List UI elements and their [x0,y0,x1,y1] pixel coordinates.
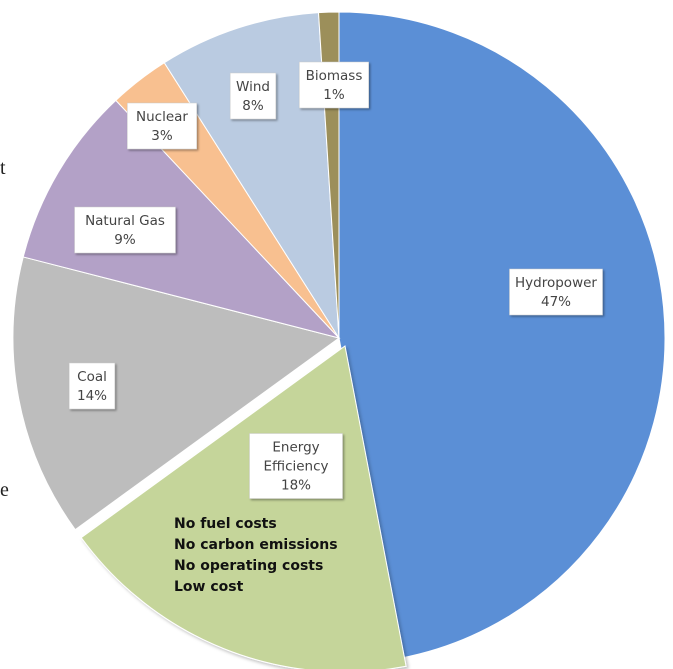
slice-category-label: Natural Gas [85,213,165,229]
slice-value-label: 8% [242,98,264,114]
label-wind: Wind 8% [229,72,277,120]
label-box [68,362,116,410]
label-coal: Coal 14% [68,362,116,410]
slice-value-label: 14% [77,388,107,404]
slice-value-label: 47% [541,294,571,310]
label-box [74,206,176,254]
slice-labels: Hydropower 47% Energy Efficiency 18% Coal 14% N… [68,61,603,499]
slice-value-label: 3% [151,128,173,144]
label-box [249,433,343,499]
callout-line: No carbon emissions [174,537,338,553]
slice-category-label: Energy [272,440,319,456]
label-biomass: Biomass 1% [299,61,369,109]
slice-category-label: Hydropower [515,275,597,291]
label-box [127,102,197,150]
callout-line: Low cost [174,579,244,595]
slice-category-label: Nuclear [136,109,188,125]
slice-natural-gas [22,99,341,339]
label-nuclear: Nuclear 3% [127,102,197,150]
label-natural-gas: Natural Gas 9% [74,206,176,254]
callout-line: No operating costs [174,558,323,574]
slice-category-label: Coal [77,369,107,385]
slice-value-label: 1% [323,87,345,103]
label-energy-efficiency: Energy Efficiency 18% [249,433,343,499]
energy-efficiency-callout: No fuel costs No carbon emissions No opera… [174,516,338,595]
slice-wind [163,12,340,339]
label-box [229,72,277,120]
slice-category-label: Wind [236,79,270,95]
slice-hydropower [338,11,666,659]
slice-energy-efficiency [80,345,407,669]
label-hydropower: Hydropower 47% [509,268,603,316]
slice-category-label: Efficiency [263,459,328,475]
slice-coal [12,256,341,531]
slice-value-label: 9% [114,232,136,248]
partial-text-fragment-top: t [0,157,6,179]
slice-category-label: Biomass [306,68,363,84]
label-box [299,61,369,109]
label-box [509,268,603,316]
pie-slices [12,11,666,669]
slice-value-label: 18% [281,478,311,494]
callout-line: No fuel costs [174,516,277,532]
partial-text-fragment-bottom: e [0,479,9,501]
